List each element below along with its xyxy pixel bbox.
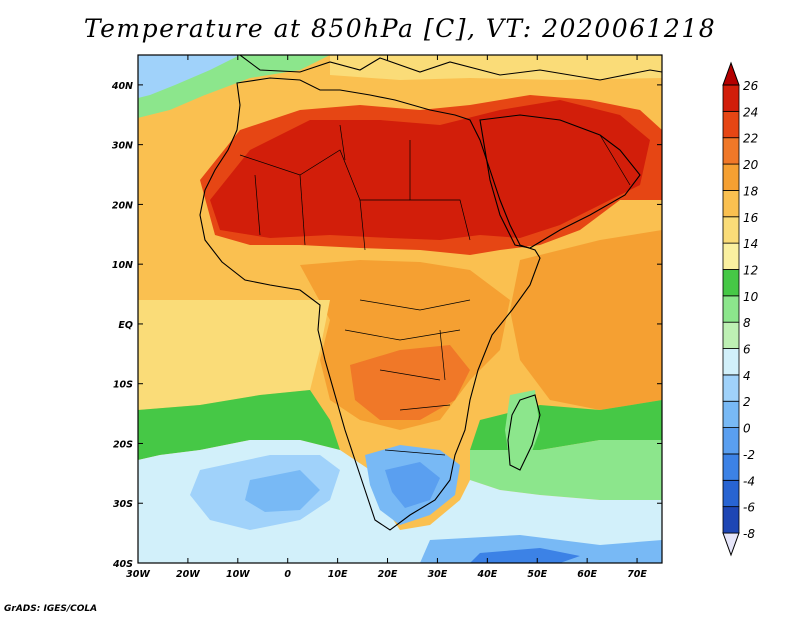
colorbar-label: 0 [743,422,751,436]
y-tick-label: 40N [111,81,133,92]
x-tick-label: 20E [378,569,398,580]
field-atlantic-west [138,95,210,255]
colorbar-bin [722,110,740,139]
x-tick-label: 50E [527,569,547,580]
colorbar-bin [722,84,740,112]
y-tick-label: EQ [118,320,133,331]
colorbar-bin [722,269,740,297]
x-tick-label: 20W [176,569,200,580]
colorbar-label: 12 [743,263,758,277]
field-madagascar [505,390,540,470]
colorbar-label: 26 [743,79,759,93]
x-tick-label: 60E [577,569,597,580]
colorbar-high-arrow [722,61,740,86]
field-south-atlantic-green [138,390,340,460]
colorbar-bin [722,374,740,402]
x-tick-label: 70E [627,569,647,580]
coastlines [199,55,662,531]
x-tick-label: 0 [284,569,291,580]
y-tick-label: 10S [113,380,133,391]
colorbar-bin [722,453,740,481]
colorbar-label: 10 [743,290,759,304]
colorbar-bin [722,216,740,244]
colorbar-bin [722,479,740,508]
colorbar-bin [722,506,740,534]
country-borders [239,124,631,456]
colorbar-bin [722,321,740,349]
colorbar-bin [722,137,740,165]
colorbar-label: -2 [743,448,755,462]
colorbar-label: -4 [743,474,755,488]
y-tick-label: 30N [112,141,133,152]
africa-coastline [199,77,541,531]
colorbar-label: 2 [743,395,751,409]
colorbar-low-arrow [722,532,740,557]
field-europe-mild [330,55,662,80]
colorbar-label: 22 [743,132,758,146]
colorbar-label: 18 [743,184,759,198]
arabia-coastline [479,114,641,249]
colorbar-bin [722,295,740,323]
map-frame [137,54,663,564]
colorbar-label: -6 [743,501,755,515]
colorbar-label: 14 [743,237,758,251]
x-tick-label: 40E [476,569,497,580]
field-south-atlantic-yellow [138,300,330,410]
colorbar-label: -8 [743,527,755,541]
colorbar-bin [722,348,740,376]
colorbar-label: 16 [743,211,759,225]
y-tick-label: 30S [113,499,133,510]
field-south-africa-colder [385,462,440,508]
x-tick-label: 10W [226,569,250,580]
x-axis-ticks: 30W 20W 10W 0 10E 20E 30E 40E 50E 60E 70E [126,55,647,580]
europe-coastline [239,55,662,81]
field-very-hot-zone [210,100,650,240]
y-tick-label: 20S [113,439,133,450]
field-indian-ocean [510,230,662,410]
temperature-field [138,55,662,563]
colorbar-label: 24 [743,105,758,119]
field-south-atlantic-colder [245,470,320,512]
y-tick-label: 40S [112,559,133,570]
grads-credit: GrADS: IGES/COLA [4,604,98,614]
colorbar-bin [722,242,740,270]
colorbar-label: 20 [743,158,759,172]
colorbar-bin [722,400,740,428]
x-tick-label: 30W [126,569,150,580]
field-north-cold [138,55,240,98]
colorbar-label: 6 [743,343,751,357]
colorbar-bin [722,163,740,191]
colorbar-bin [722,190,740,218]
map-title: Temperature at 850hPa [C], VT: 202006121… [83,14,717,43]
x-tick-label: 30E [428,569,448,580]
colorbar-bin [722,427,740,455]
y-axis-ticks: 40S 30S 20S 10S EQ 10N 20N 30N 40N [111,81,662,570]
field-guinea [138,240,330,300]
field-south-central-hot [350,345,470,420]
y-tick-label: 10N [112,260,133,271]
y-tick-label: 20N [112,200,133,211]
field-far-south-colder [470,548,580,563]
colorbar-label: 4 [743,369,751,383]
x-tick-label: 10E [328,569,348,580]
colorbar-label: 8 [743,316,751,330]
madagascar-coastline [507,394,541,471]
